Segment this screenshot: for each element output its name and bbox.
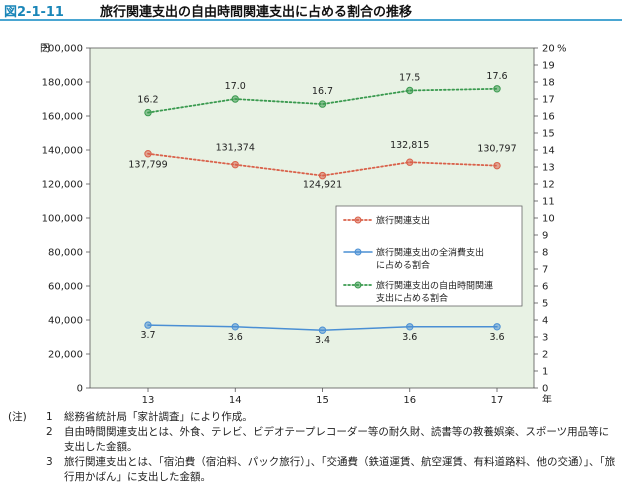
x-tick-label: 14 [229, 395, 242, 403]
data-label: 17.0 [225, 81, 246, 92]
x-tick-label: 13 [142, 395, 155, 403]
data-point [406, 158, 414, 166]
right-tick-label: 3 [542, 333, 548, 344]
notes-head: (注) [8, 411, 27, 423]
left-tick-label: 60,000 [48, 282, 83, 293]
left-tick-label: 0 [77, 384, 83, 395]
data-label: 3.6 [489, 332, 504, 343]
right-tick-label: 0 [542, 384, 548, 395]
right-tick-label: 6 [542, 282, 548, 293]
right-tick-label: 19 [542, 61, 555, 72]
right-tick-label: 2 [542, 350, 548, 361]
note-text: 自由時間関連支出とは、外食、テレビ、ビデオテープレコーダー等の耐久財、読書等の教… [64, 426, 610, 453]
left-tick-label: 160,000 [42, 112, 83, 123]
title-underline [0, 19, 622, 21]
data-point [493, 323, 501, 331]
data-label: 17.6 [486, 71, 507, 82]
data-point [318, 100, 327, 108]
figure-number: 図2-1-11 [4, 5, 64, 20]
note-number: 3 [46, 456, 53, 468]
data-label: 130,797 [477, 144, 516, 155]
legend-label: 旅行関連支出 [376, 215, 430, 227]
data-point [406, 323, 414, 331]
data-label: 17.5 [399, 73, 420, 84]
data-label: 3.4 [315, 335, 330, 346]
figure-title: 旅行関連支出の自由時間関連支出に占める割合の推移 [100, 5, 413, 20]
data-point [231, 323, 239, 331]
data-point [144, 108, 152, 117]
legend-swatch-marker [354, 281, 362, 289]
right-tick-label: 9 [542, 231, 548, 242]
left-tick-label: 180,000 [42, 78, 83, 89]
note-row-3: 3 旅行関連支出とは、「宿泊費（宿泊料、パック旅行）」、「交通費（鉄道運賃、航空… [8, 455, 618, 485]
right-axis-unit: % [557, 44, 567, 55]
data-label: 3.6 [228, 332, 243, 343]
x-tick-label: 16 [403, 395, 416, 403]
left-tick-label: 100,000 [42, 214, 83, 225]
right-tick-label: 12 [542, 180, 555, 191]
left-tick-label: 200,000 [42, 44, 83, 55]
line-chart: 0 20,000 40,000 60,000 80,000 100,000 120,000 1… [40, 44, 567, 404]
right-tick-label: 17 [542, 95, 555, 106]
right-tick-label: 18 [542, 78, 555, 89]
data-label: 132,815 [390, 140, 429, 151]
left-axis-unit: 円 [40, 44, 50, 55]
data-label: 137,799 [128, 160, 167, 171]
right-tick-label: 7 [542, 265, 548, 276]
note-text: 旅行関連支出とは、「宿泊費（宿泊料、パック旅行）」、「交通費（鉄道運賃、航空運賃… [64, 456, 616, 483]
right-tick-label: 8 [542, 248, 548, 259]
x-tick-label: 17 [491, 395, 504, 403]
left-tick-label: 140,000 [42, 146, 83, 157]
right-tick-label: 14 [542, 146, 555, 157]
data-point [406, 86, 414, 95]
note-text: 総務省統計局「家計調査」により作成。 [64, 411, 253, 423]
right-tick-label: 11 [542, 197, 555, 208]
data-point [231, 95, 239, 103]
right-tick-label: 1 [542, 367, 548, 378]
right-tick-label: 4 [542, 316, 548, 327]
right-tick-label: 5 [542, 299, 548, 310]
data-label: 124,921 [303, 180, 342, 191]
data-point [231, 160, 239, 169]
data-point [493, 85, 501, 93]
right-tick-label: 15 [542, 129, 555, 140]
figure-header: 図2-1-11 旅行関連支出の自由時間関連支出に占める割合の推移 [0, 0, 622, 21]
legend-swatch-marker [354, 216, 362, 224]
legend-box [335, 205, 523, 307]
x-tick-label: 15 [316, 395, 329, 403]
data-label: 16.7 [312, 86, 333, 97]
note-number: 2 [46, 426, 53, 438]
data-label: 16.2 [137, 95, 158, 106]
notes: (注) 1 総務省統計局「家計調査」により作成。 2 自由時間関連支出とは、外食… [8, 410, 618, 485]
left-tick-label: 20,000 [48, 350, 83, 361]
right-tick-label: 16 [542, 112, 555, 123]
right-tick-label: 20 [542, 44, 555, 55]
data-point [144, 150, 152, 158]
note-number: 1 [46, 411, 53, 423]
left-tick-label: 80,000 [48, 248, 83, 259]
data-point [144, 321, 152, 329]
x-axis-label: 年 [542, 393, 552, 403]
data-point [318, 326, 327, 334]
left-tick-label: 120,000 [42, 180, 83, 191]
note-row-2: 2 自由時間関連支出とは、外食、テレビ、ビデオテープレコーダー等の耐久財、読書等… [8, 425, 618, 455]
legend-label: 支出に占める割合 [376, 292, 448, 304]
legend-label: に占める割合 [376, 259, 430, 271]
right-tick-label: 13 [542, 163, 555, 174]
data-point [493, 161, 501, 170]
data-label: 131,374 [216, 143, 255, 154]
legend-label: 旅行関連支出の全消費支出 [376, 247, 484, 259]
left-tick-label: 40,000 [48, 316, 83, 327]
right-tick-label: 10 [542, 214, 555, 225]
legend-swatch-marker [354, 248, 362, 256]
data-label: 3.6 [402, 332, 417, 343]
note-row-1: (注) 1 総務省統計局「家計調査」により作成。 [8, 410, 618, 425]
data-label: 3.7 [140, 330, 155, 341]
legend-label: 旅行関連支出の自由時間関連 [376, 280, 493, 292]
data-point [318, 171, 327, 180]
